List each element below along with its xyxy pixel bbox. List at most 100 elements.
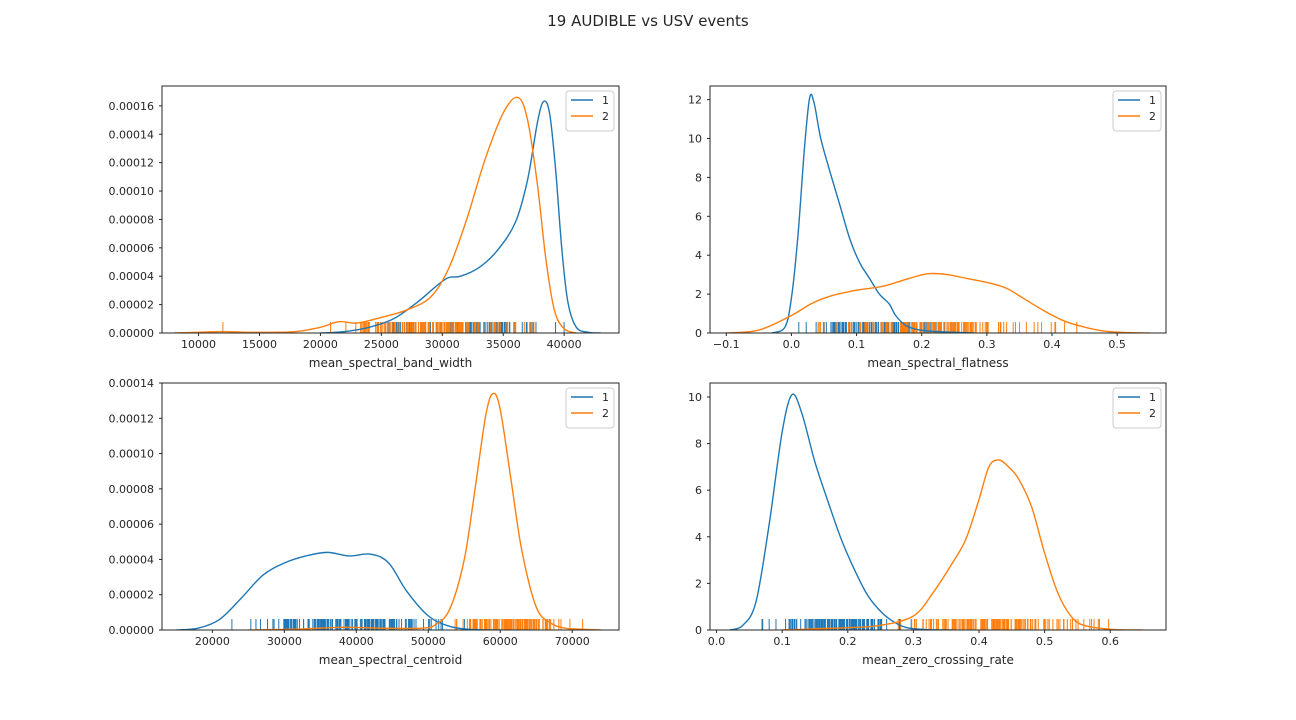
x-tick-label: 20000 <box>303 338 338 351</box>
x-tick-label: −0.1 <box>713 338 740 351</box>
y-tick-label: 0 <box>695 624 702 637</box>
x-tick-label: 0.1 <box>848 338 866 351</box>
legend-label-series-1: 1 <box>602 94 609 107</box>
legend: 12 <box>1112 387 1162 429</box>
legend-box <box>565 387 615 429</box>
x-axis-label: mean_zero_crossing_rate <box>862 653 1014 667</box>
kde-line-series-1 <box>320 100 601 333</box>
axes-frame <box>161 382 620 631</box>
rug-series-2 <box>454 619 584 630</box>
y-tick-label: 0.00000 <box>109 327 155 340</box>
x-tick-label: 0.0 <box>783 338 801 351</box>
x-tick-label: 0.1 <box>773 635 791 648</box>
subplot-flatness: −0.1 0.0 0.1 0.2 0.3 0.4 0.5024681012mean_spec… <box>688 85 1167 370</box>
y-tick-label: 2 <box>695 288 702 301</box>
kde-line-series-2 <box>782 459 1144 630</box>
plot-area <box>729 393 1144 630</box>
y-tick-label: 8 <box>695 438 702 451</box>
x-axis-label: mean_spectral_band_width <box>309 356 472 370</box>
rug-series-2 <box>817 322 1078 333</box>
axes-frame <box>709 85 1167 334</box>
rug-series-2 <box>222 322 535 333</box>
x-tick-label: 0.0 <box>708 635 726 648</box>
y-tick-label: 0.00008 <box>109 213 155 226</box>
kde-line-series-2 <box>248 392 602 630</box>
x-tick-label: 0.5 <box>1036 635 1054 648</box>
x-tick-label: 10000 <box>181 338 216 351</box>
x-tick-label: 0.4 <box>1043 338 1061 351</box>
x-tick-label: 40000 <box>339 635 374 648</box>
figure-title: 19 AUDIBLE vs USV events <box>547 12 749 30</box>
kde-line-series-2 <box>726 272 1150 333</box>
kde-line-series-1 <box>176 551 501 630</box>
legend-label-series-2: 2 <box>602 110 609 123</box>
y-tick-label: 0.00012 <box>109 157 155 170</box>
subplot-centroid: 20000 30000 40000 50000 60000 70000 0.00000 0.0… <box>109 377 620 667</box>
legend-box <box>1112 387 1162 429</box>
y-tick-label: 0.00004 <box>109 553 155 566</box>
plot-area <box>176 392 602 630</box>
kde-line-series-1 <box>771 93 974 333</box>
x-tick-label: 0.2 <box>913 338 931 351</box>
y-tick-label: 4 <box>695 249 702 262</box>
kde-line-series-2 <box>174 96 577 333</box>
x-axis-label: mean_spectral_centroid <box>319 653 462 667</box>
y-tick-label: 0.00000 <box>109 624 155 637</box>
rug-series-2 <box>897 619 1110 630</box>
x-tick-label: 40000 <box>547 338 582 351</box>
plot-area <box>174 96 601 333</box>
x-tick-label: 0.3 <box>905 635 923 648</box>
x-tick-label: 15000 <box>242 338 277 351</box>
y-tick-label: 0.00004 <box>109 270 155 283</box>
subplot-zero_crossing: 0.0 0.1 0.2 0.3 0.4 0.5 0.6 0 2 4 6 8 10 mean_zero_cr… <box>688 382 1167 667</box>
y-tick-label: 0.00002 <box>109 299 155 312</box>
kde-line-series-1 <box>729 393 953 630</box>
y-tick-label: 0.00014 <box>109 377 155 390</box>
x-tick-label: 25000 <box>364 338 399 351</box>
y-tick-label: 0 <box>695 327 702 340</box>
x-tick-label: 0.4 <box>970 635 988 648</box>
x-tick-label: 35000 <box>486 338 521 351</box>
x-tick-label: 30000 <box>425 338 460 351</box>
legend-label-series-2: 2 <box>602 407 609 420</box>
legend-label-series-1: 1 <box>1149 94 1156 107</box>
y-tick-label: 6 <box>695 210 702 223</box>
y-tick-label: 0.00006 <box>109 518 155 531</box>
plot-area <box>726 93 1150 333</box>
legend-label-series-1: 1 <box>602 391 609 404</box>
y-tick-label: 0.00006 <box>109 242 155 255</box>
y-tick-label: 2 <box>695 577 702 590</box>
y-tick-label: 0.00012 <box>109 412 155 425</box>
y-tick-label: 0.00016 <box>109 100 155 113</box>
y-tick-label: 4 <box>695 531 702 544</box>
y-tick-label: 0.00014 <box>109 128 155 141</box>
y-tick-label: 0.00010 <box>109 185 155 198</box>
x-tick-label: 20000 <box>195 635 230 648</box>
legend-label-series-2: 2 <box>1149 110 1156 123</box>
y-tick-label: 12 <box>688 94 702 107</box>
legend-label-series-2: 2 <box>1149 407 1156 420</box>
legend-box <box>1112 90 1162 132</box>
rug-series-1 <box>761 619 912 630</box>
legend: 12 <box>565 90 615 132</box>
x-tick-label: 0.3 <box>978 338 996 351</box>
y-tick-label: 0.00008 <box>109 483 155 496</box>
y-tick-label: 0.00002 <box>109 589 155 602</box>
x-tick-label: 0.5 <box>1108 338 1126 351</box>
legend-label-series-1: 1 <box>1149 391 1156 404</box>
y-tick-label: 0.00010 <box>109 448 155 461</box>
legend-box <box>565 90 615 132</box>
y-tick-label: 8 <box>695 171 702 184</box>
subplot-band_width: 10000 15000 20000 25000 30000 35000 40000 0.000… <box>109 85 620 370</box>
y-tick-label: 10 <box>688 133 702 146</box>
y-tick-label: 6 <box>695 484 702 497</box>
x-tick-label: 60000 <box>483 635 518 648</box>
legend: 12 <box>1112 90 1162 132</box>
x-tick-label: 70000 <box>555 635 590 648</box>
x-tick-label: 0.2 <box>839 635 857 648</box>
x-tick-label: 50000 <box>411 635 446 648</box>
rug-series-1 <box>231 619 465 630</box>
x-axis-label: mean_spectral_flatness <box>867 356 1008 370</box>
y-tick-label: 10 <box>688 391 702 404</box>
